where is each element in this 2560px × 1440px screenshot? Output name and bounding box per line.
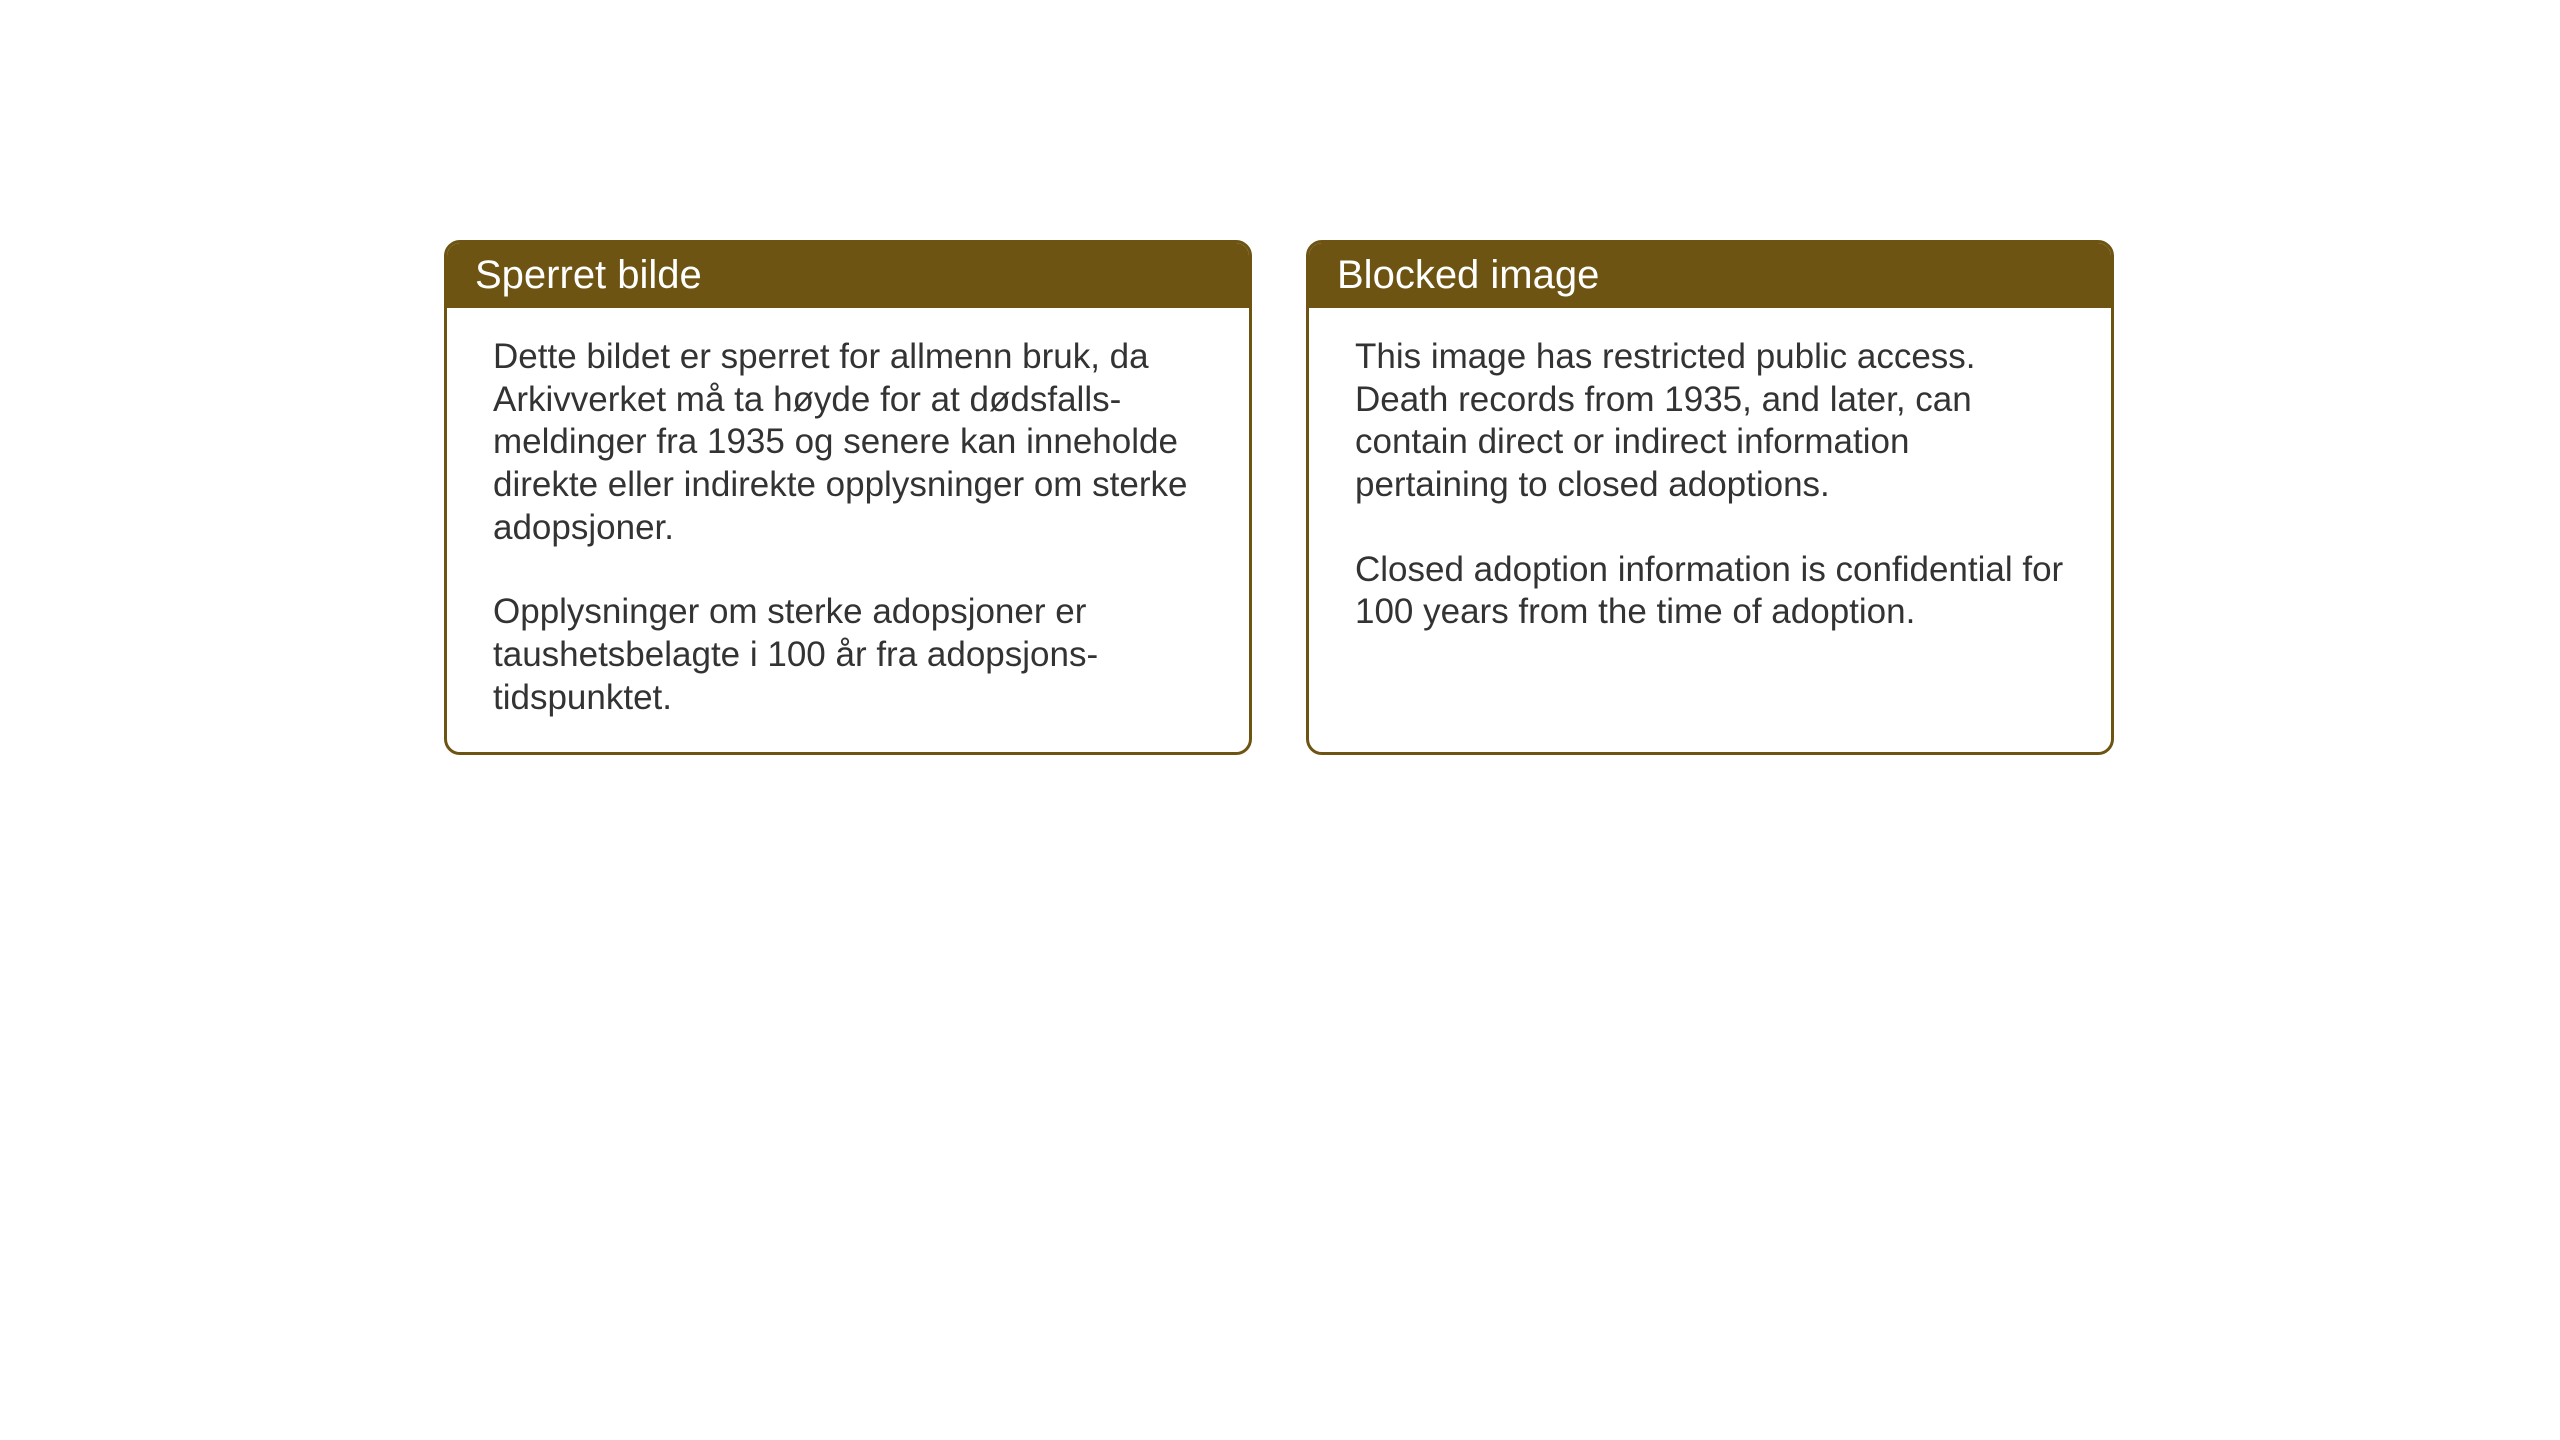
english-paragraph-1: This image has restricted public access.… [1355,336,2065,507]
norwegian-paragraph-2: Opplysninger om sterke adopsjoner er tau… [493,591,1203,719]
english-card-title: Blocked image [1309,243,2111,308]
norwegian-card-body: Dette bildet er sperret for allmenn bruk… [447,308,1249,752]
english-paragraph-2: Closed adoption information is confident… [1355,549,2065,634]
norwegian-notice-card: Sperret bilde Dette bildet er sperret fo… [444,240,1252,755]
english-card-body: This image has restricted public access.… [1309,308,2111,694]
notice-container: Sperret bilde Dette bildet er sperret fo… [444,240,2114,755]
english-notice-card: Blocked image This image has restricted … [1306,240,2114,755]
norwegian-paragraph-1: Dette bildet er sperret for allmenn bruk… [493,336,1203,549]
norwegian-card-title: Sperret bilde [447,243,1249,308]
